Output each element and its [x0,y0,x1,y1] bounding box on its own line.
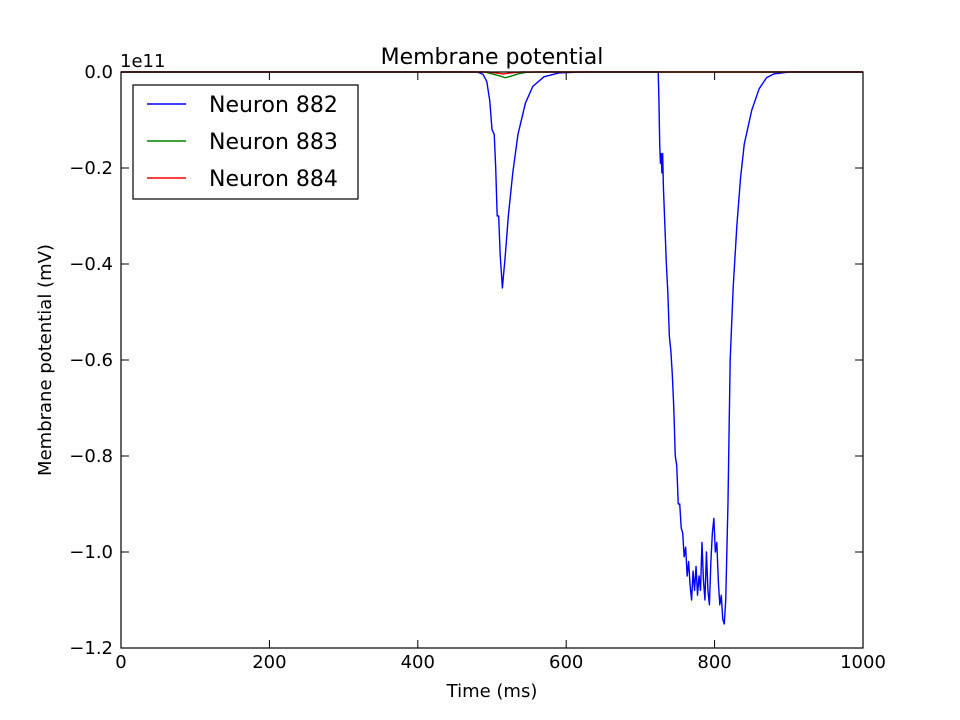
x-axis-label: Time (ms) [446,681,538,702]
x-tick-label: 800 [697,652,731,673]
chart-title: Membrane potential [381,45,604,70]
y-tick-label: −0.2 [69,158,113,179]
y-tick-label: −0.6 [69,350,113,371]
legend-label-neuron-884: Neuron 884 [209,167,338,192]
y-tick-label: −1.0 [69,542,113,563]
legend: Neuron 882 Neuron 883 Neuron 884 [132,84,359,200]
y-axis-label: Membrane potential (mV) [35,244,56,476]
y-tick-label: −0.4 [69,254,113,275]
x-tick-label: 600 [549,652,583,673]
x-tick-label: 0 [115,652,126,673]
x-axis: 0 200 400 600 800 1000 [115,72,886,673]
legend-label-neuron-883: Neuron 883 [209,130,338,155]
y-axis: 0.0 −0.2 −0.4 −0.6 −0.8 −1.0 −1.2 [69,62,863,659]
series-line-neuron-882 [121,71,863,625]
legend-label-neuron-882: Neuron 882 [209,93,338,118]
x-tick-label: 400 [401,652,435,673]
x-tick-label: 1000 [840,652,886,673]
y-scale-factor: 1e11 [120,51,165,72]
y-tick-label: 0.0 [84,62,113,83]
y-tick-label: −0.8 [69,446,113,467]
x-tick-label: 200 [252,652,286,673]
y-tick-label: −1.2 [69,638,113,659]
plot-area: 0 200 400 600 800 1000 0.0 −0.2 −0.4 −0.6 −0.8 −1.… [69,62,886,673]
